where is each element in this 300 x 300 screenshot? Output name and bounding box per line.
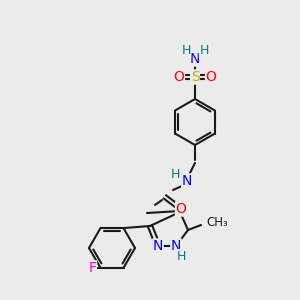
Text: N: N [182, 174, 192, 188]
Text: O: O [174, 70, 184, 84]
Text: H: H [176, 250, 186, 262]
Text: N: N [171, 239, 181, 253]
Text: N: N [153, 239, 163, 253]
Text: O: O [176, 202, 186, 216]
Text: N: N [190, 52, 200, 66]
Text: H: H [181, 44, 191, 58]
Text: CH₃: CH₃ [206, 215, 228, 229]
Text: H: H [199, 44, 209, 58]
Text: S: S [190, 70, 200, 84]
Text: H: H [170, 169, 180, 182]
Text: F: F [88, 261, 97, 275]
Text: O: O [206, 70, 216, 84]
